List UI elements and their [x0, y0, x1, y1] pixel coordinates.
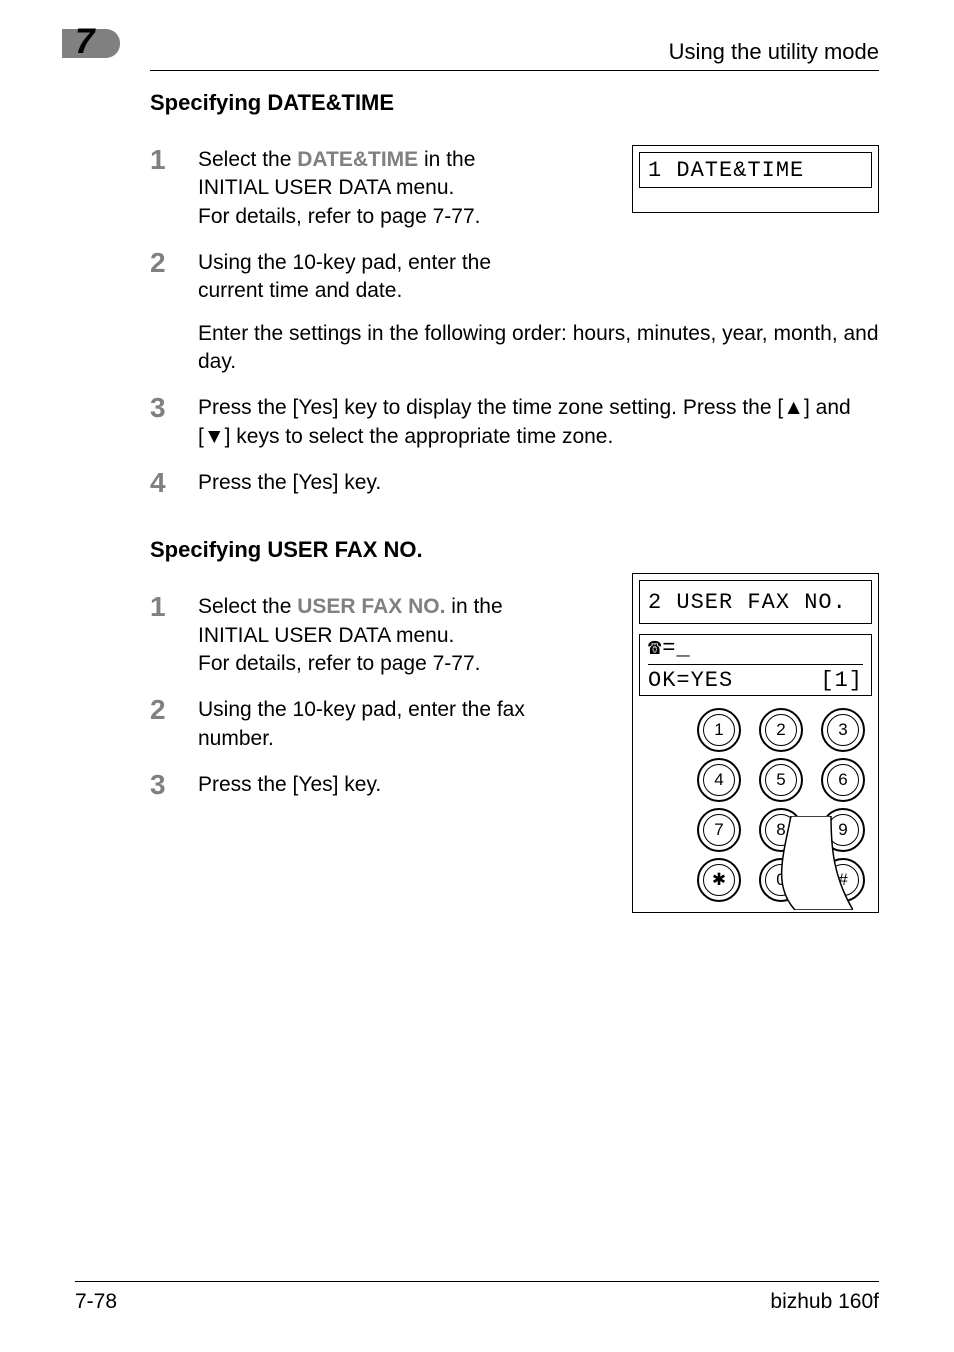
step-text-extra: For details, refer to page 7-77. — [198, 205, 481, 228]
keypad-button-star: ✱ — [697, 858, 741, 902]
step-body: Using the 10-key pad, enter the fax numb… — [198, 696, 540, 753]
keypad-button-6: 6 — [821, 758, 865, 802]
header-rule — [150, 70, 879, 71]
lcd-display-frame: 2 USER FAX NO. ☎=_ OK=YES [1] 1 2 3 4 5 — [632, 573, 879, 913]
step-number: 2 — [150, 696, 198, 753]
keypad-button-7: 7 — [697, 808, 741, 852]
lcd-display-line: 2 USER FAX NO. — [639, 580, 872, 624]
step-body: Select the DATE&TIME in the INITIAL USER… — [198, 146, 540, 231]
lcd-display-line: 1 DATE&TIME — [639, 152, 872, 188]
keypad-button-1: 1 — [697, 708, 741, 752]
keypad-button-4: 4 — [697, 758, 741, 802]
step-body: Press the [Yes] key. — [198, 469, 879, 497]
step-body: Select the USER FAX NO. in the INITIAL U… — [198, 593, 540, 678]
keypad-button-5: 5 — [759, 758, 803, 802]
step-row: 2 Using the 10-key pad, enter the fax nu… — [150, 696, 540, 753]
step-text: Using the 10-key pad, enter the current … — [198, 249, 538, 306]
step-text-extra: For details, refer to page 7-77. — [198, 652, 481, 675]
section-title-datetime: Specifying DATE&TIME — [150, 90, 879, 116]
step-text: Press the [Yes] key. — [198, 471, 381, 494]
lcd-text: OK=YES — [648, 667, 733, 696]
step-row: 1 Select the DATE&TIME in the INITIAL US… — [150, 146, 540, 231]
footer-rule — [75, 1281, 879, 1282]
step-body: Press the [Yes] key to display the time … — [198, 394, 879, 451]
lcd-text: ☎=_ — [648, 635, 691, 664]
step-row: 1 Select the USER FAX NO. in the INITIAL… — [150, 593, 540, 678]
lcd-text: 1 DATE&TIME — [648, 158, 804, 183]
step-text: Press the [Yes] key. — [198, 773, 381, 796]
step-text-strong: USER FAX NO. — [297, 595, 445, 618]
page-number: 7-78 — [75, 1290, 117, 1314]
keypad-button-3: 3 — [821, 708, 865, 752]
header-section-title: Using the utility mode — [669, 39, 879, 65]
step-number: 1 — [150, 593, 198, 678]
step-text-pre: Select the — [198, 148, 297, 171]
step-row: 4 Press the [Yes] key. — [150, 469, 879, 497]
keypad-button-2: 2 — [759, 708, 803, 752]
step-number: 3 — [150, 771, 198, 799]
step-text-strong: DATE&TIME — [297, 148, 418, 171]
step-subtext: Enter the settings in the following orde… — [198, 320, 879, 377]
step-number: 2 — [150, 249, 198, 376]
step-number: 4 — [150, 469, 198, 497]
step-text: Using the 10-key pad, enter the fax numb… — [198, 698, 525, 749]
step-row: 2 Using the 10-key pad, enter the curren… — [150, 249, 879, 376]
step-row: 3 Press the [Yes] key to display the tim… — [150, 394, 879, 451]
step-text: Press the [Yes] key to display the time … — [198, 396, 851, 447]
keypad-row: 1 2 3 — [661, 708, 901, 752]
step-number: 3 — [150, 394, 198, 451]
step-number: 1 — [150, 146, 198, 231]
lcd-text: [1] — [820, 667, 863, 696]
lcd-display-multiline: ☎=_ OK=YES [1] — [639, 634, 872, 696]
page-content: Specifying DATE&TIME 1 Select the DATE&T… — [150, 90, 879, 818]
lcd-display-frame: 1 DATE&TIME — [632, 145, 879, 213]
chapter-number: 7 — [75, 22, 94, 62]
lcd-text: 2 USER FAX NO. — [648, 590, 847, 615]
keypad-obscure-shape — [773, 816, 853, 910]
keypad: 1 2 3 4 5 6 7 8 9 ✱ 0 # — [661, 708, 901, 908]
keypad-row: 4 5 6 — [661, 758, 901, 802]
step-text-pre: Select the — [198, 595, 297, 618]
section-title-userfax: Specifying USER FAX NO. — [150, 537, 879, 563]
step-body: Using the 10-key pad, enter the current … — [198, 249, 879, 376]
product-name: bizhub 160f — [770, 1290, 879, 1314]
